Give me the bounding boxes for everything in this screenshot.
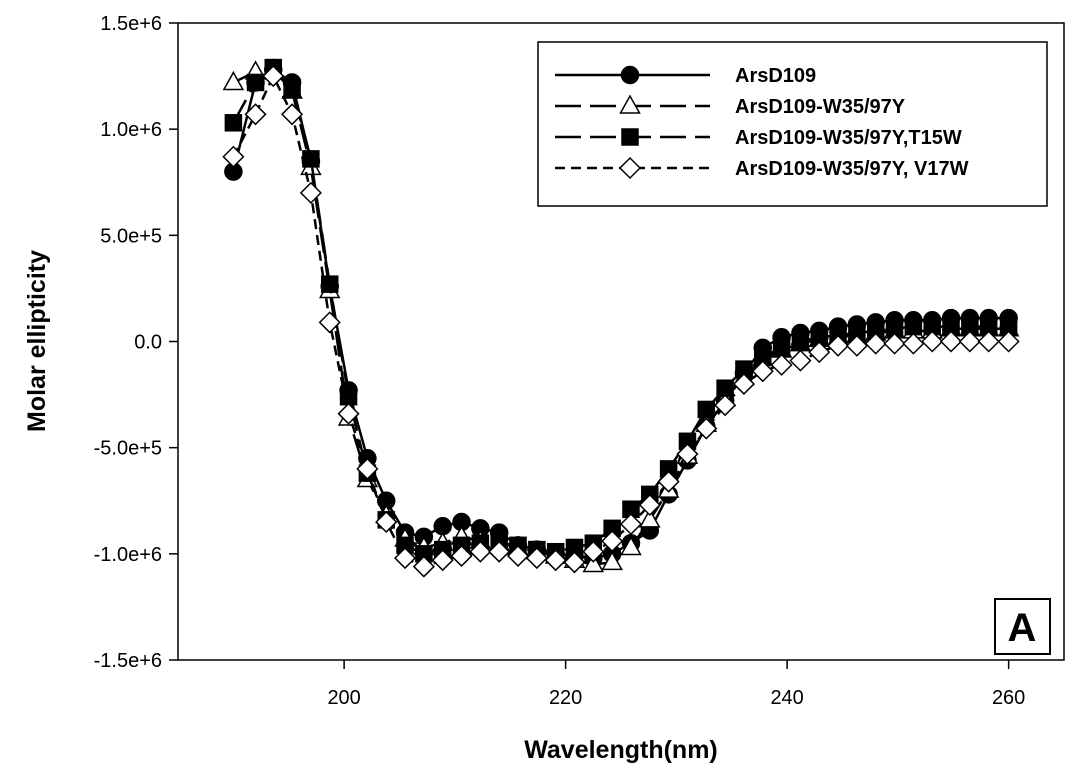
data-point xyxy=(544,549,567,572)
series-4 xyxy=(222,65,1020,578)
data-point xyxy=(601,550,623,571)
data-point xyxy=(618,156,642,180)
data-point xyxy=(997,330,1020,353)
x-tick-label: 240 xyxy=(770,687,803,709)
data-point xyxy=(714,394,737,417)
data-point xyxy=(639,508,661,528)
data-point xyxy=(620,535,642,556)
panel-label-box: A xyxy=(994,598,1051,655)
data-point xyxy=(246,73,265,92)
data-point xyxy=(619,94,641,114)
data-point xyxy=(958,330,981,353)
series-layer xyxy=(222,58,1020,578)
data-point xyxy=(977,330,1000,353)
legend-item: ArsD109-W35/97Y xyxy=(555,94,906,118)
data-point xyxy=(222,145,245,168)
data-point xyxy=(563,551,586,574)
x-tick-label: 260 xyxy=(992,687,1025,709)
panel-label: A xyxy=(1008,606,1037,650)
data-point xyxy=(339,387,358,406)
legend-label: ArsD109-W35/97Y xyxy=(735,96,906,118)
data-point xyxy=(393,547,417,570)
y-axis: -1.5e+6 -1.0e+6 -5.0e+5 0.0 5.0e+5 1.0e+6 1.5e… xyxy=(94,13,178,672)
y-tick-label: -1.0e+6 xyxy=(94,544,162,566)
y-axis-title: Molar ellipticity xyxy=(23,250,51,432)
data-point xyxy=(450,544,473,568)
data-point xyxy=(864,332,887,355)
data-point xyxy=(751,360,774,383)
data-point xyxy=(299,181,322,204)
data-point xyxy=(697,400,716,419)
data-point xyxy=(883,332,906,355)
data-point xyxy=(789,349,812,372)
y-tick-label: -5.0e+5 xyxy=(94,438,162,460)
data-point xyxy=(902,332,925,355)
data-point xyxy=(904,317,923,336)
panel-label-frame xyxy=(994,598,1051,655)
data-point xyxy=(732,372,755,396)
legend-items: ArsD109 ArsD109-W35/97Y ArsD109-W35/97Y,T1… xyxy=(555,65,969,180)
legend-label: ArsD109-W35/97Y, V17W xyxy=(735,158,969,180)
data-point xyxy=(582,540,605,563)
data-point xyxy=(281,103,304,126)
data-point xyxy=(469,540,492,563)
data-point xyxy=(356,457,379,480)
data-point xyxy=(224,114,243,132)
data-point xyxy=(412,555,435,578)
legend-item: ArsD109 xyxy=(555,65,816,87)
data-point xyxy=(619,513,643,536)
data-point xyxy=(337,402,360,425)
x-axis-title: Wavelength(nm) xyxy=(524,736,718,764)
data-point xyxy=(716,379,734,397)
x-tick-label: 200 xyxy=(327,687,360,709)
data-point xyxy=(582,552,605,573)
data-point xyxy=(621,128,639,146)
x-tick-label: 220 xyxy=(549,687,582,709)
data-point xyxy=(601,530,624,553)
legend-label: ArsD109-W35/97Y,T15W xyxy=(735,127,962,149)
y-tick-label: 5.0e+5 xyxy=(100,225,162,247)
data-point xyxy=(244,103,267,126)
data-point xyxy=(921,330,944,353)
data-point xyxy=(770,353,793,376)
data-point xyxy=(488,540,511,563)
data-point xyxy=(772,339,791,357)
data-point xyxy=(808,341,831,364)
data-point xyxy=(695,417,718,440)
legend: ArsD109 ArsD109-W35/97Y ArsD109-W35/97Y,T1… xyxy=(537,41,1048,207)
y-tick-label: 0.0 xyxy=(134,332,162,354)
legend-item: ArsD109-W35/97Y,T15W xyxy=(555,127,962,149)
data-point xyxy=(657,470,680,493)
y-tick-label: 1.0e+6 xyxy=(100,119,162,141)
data-point xyxy=(620,65,640,85)
data-point xyxy=(375,510,398,534)
data-point xyxy=(676,442,699,466)
data-point xyxy=(827,334,850,357)
data-point xyxy=(431,549,454,572)
data-point xyxy=(638,493,661,517)
data-point xyxy=(222,70,245,91)
legend-label: ArsD109 xyxy=(735,65,816,87)
data-point xyxy=(939,330,963,353)
y-tick-label: 1.5e+6 xyxy=(100,13,162,35)
data-point xyxy=(283,80,301,98)
data-point xyxy=(262,65,285,88)
data-point xyxy=(845,334,868,357)
x-axis: 200 220 240 260 xyxy=(327,660,1025,709)
data-point xyxy=(506,544,530,568)
data-point xyxy=(791,332,810,351)
data-point xyxy=(525,547,548,570)
data-point xyxy=(318,311,341,334)
y-tick-label: -1.5e+6 xyxy=(94,650,162,672)
legend-item: ArsD109-W35/97Y, V17W xyxy=(555,156,969,180)
